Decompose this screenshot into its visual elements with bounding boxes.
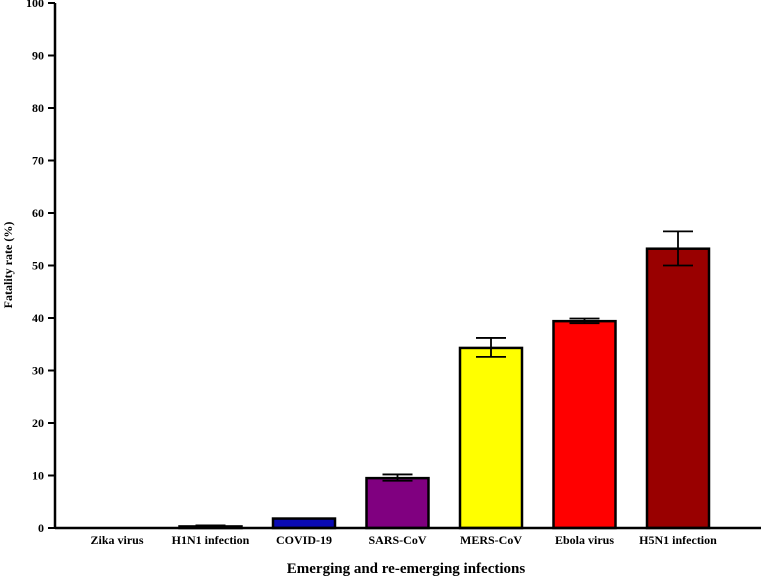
x-tick-label: MERS-CoV [460, 533, 522, 547]
x-tick-label: H5N1 infection [639, 533, 717, 547]
x-tick-label: Ebola virus [555, 533, 614, 547]
x-tick-label: Zika virus [90, 533, 143, 547]
y-tick-label: 70 [32, 154, 44, 168]
bars [178, 247, 711, 530]
x-axis: Zika virus H1N1 infection COVID-19 SARS-CoV… [55, 526, 761, 547]
bar [645, 247, 711, 530]
y-tick-label: 90 [32, 49, 44, 63]
y-tick-label: 40 [32, 311, 44, 325]
bar [552, 319, 617, 530]
y-tick-label: 60 [32, 206, 44, 220]
y-tick-label: 50 [32, 259, 44, 273]
x-axis-title: Emerging and re-emerging infections [287, 561, 526, 576]
x-tick-label: H1N1 infection [172, 533, 250, 547]
bar [271, 517, 337, 530]
y-tick-label: 30 [32, 364, 44, 378]
bar [365, 476, 430, 530]
y-tick-label: 80 [32, 101, 44, 115]
error-bars [195, 230, 693, 528]
x-tick-label: COVID-19 [276, 533, 332, 547]
y-axis: 0 10 20 30 40 50 60 70 80 90 100 [26, 0, 57, 535]
y-axis-title: Fatality rate (%) [1, 222, 15, 309]
y-tick-label: 0 [38, 521, 44, 535]
y-tick-label: 10 [32, 469, 44, 483]
y-tick-label: 20 [32, 416, 44, 430]
x-tick-label: SARS-CoV [368, 533, 426, 547]
bar [458, 346, 524, 530]
y-tick-label: 100 [26, 0, 44, 10]
